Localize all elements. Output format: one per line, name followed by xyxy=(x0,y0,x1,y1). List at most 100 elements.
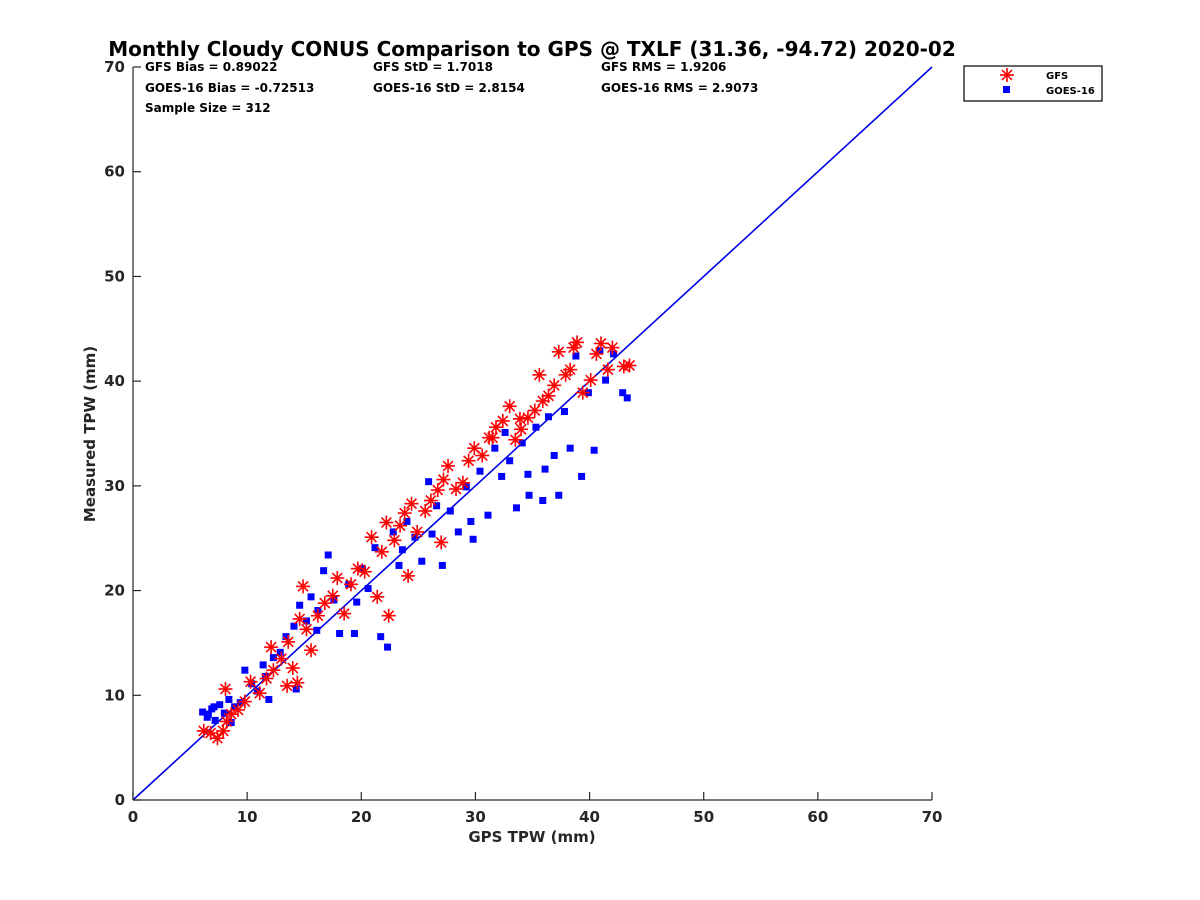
goes16-point xyxy=(227,719,235,727)
goes16-point xyxy=(525,491,533,499)
goes16-point xyxy=(532,423,540,431)
gfs-point xyxy=(357,564,372,579)
goes16-point xyxy=(541,465,549,473)
gfs-point xyxy=(436,472,451,487)
gfs-point xyxy=(264,640,279,655)
goes16-point xyxy=(330,596,338,604)
goes16-point xyxy=(236,699,244,707)
gfs-point xyxy=(485,430,500,445)
gfs-point xyxy=(304,643,319,658)
gfs-point xyxy=(583,373,598,388)
goes16-point xyxy=(290,622,298,630)
chart-title: Monthly Cloudy CONUS Comparison to GPS @… xyxy=(108,37,956,61)
gfs-point xyxy=(622,358,637,373)
y-ticks: 0 10 20 30 40 50 60 70 xyxy=(104,58,141,809)
gfs-point xyxy=(210,731,225,746)
goes16-point xyxy=(389,528,397,536)
gfs-point xyxy=(600,362,615,377)
goes16-point xyxy=(467,517,475,525)
gfs-point xyxy=(570,335,585,350)
gfs-point xyxy=(290,675,305,690)
goes16-point xyxy=(403,517,411,525)
goes16-point xyxy=(491,444,499,452)
goes16-point xyxy=(623,394,631,402)
stat-goes-std: GOES-16 StD = 2.8154 xyxy=(373,81,525,95)
gfs-point xyxy=(527,403,542,418)
goes16-point xyxy=(476,467,484,475)
gfs-point xyxy=(401,568,416,583)
goes16-point xyxy=(501,428,509,436)
gfs-point xyxy=(461,453,476,468)
gfs-point xyxy=(475,448,490,463)
goes16-point xyxy=(418,557,426,565)
goes16-point xyxy=(292,685,300,693)
goes16-point xyxy=(324,551,332,559)
goes16-point xyxy=(371,544,379,552)
stat-gfs-bias: GFS Bias = 0.89022 xyxy=(145,60,277,74)
gfs-point xyxy=(488,420,503,435)
x-tick-label: 70 xyxy=(922,808,943,826)
goes16-point xyxy=(199,708,207,716)
reference-line-group xyxy=(132,66,933,801)
legend-goes16-label: GOES-16 xyxy=(1046,86,1095,97)
gfs-point xyxy=(281,634,296,649)
y-tick-label: 70 xyxy=(104,58,125,76)
one-to-one-line xyxy=(132,66,933,801)
goes16-point xyxy=(269,654,277,662)
gfs-series xyxy=(196,335,637,746)
legend-gfs-label: GFS xyxy=(1046,71,1068,82)
goes16-point xyxy=(578,472,586,480)
goes16-point xyxy=(550,451,558,459)
axes: 0 10 20 30 40 50 60 70 0 10 20 30 40 50 60 70 xyxy=(104,58,942,826)
goes16-point xyxy=(446,507,454,515)
x-ticks: 0 10 20 30 40 50 60 70 xyxy=(128,792,943,826)
gfs-point xyxy=(231,702,246,717)
stat-goes-rms: GOES-16 RMS = 2.9073 xyxy=(601,81,758,95)
x-tick-label: 0 xyxy=(128,808,138,826)
gfs-point xyxy=(532,367,547,382)
legend-gfs-asterisk xyxy=(1000,68,1014,82)
goes16-point xyxy=(350,630,358,638)
goes16-point xyxy=(469,535,477,543)
gfs-point xyxy=(370,589,385,604)
goes16-point xyxy=(225,695,233,703)
goes16-point xyxy=(241,666,249,674)
goes16-point xyxy=(560,408,568,416)
goes16-point xyxy=(610,350,618,358)
gfs-point xyxy=(495,413,510,428)
y-tick-label: 50 xyxy=(104,267,125,285)
stat-sample-size: Sample Size = 312 xyxy=(145,101,271,115)
gfs-point xyxy=(393,518,408,533)
plot-area xyxy=(132,66,933,801)
goes16-point xyxy=(336,630,344,638)
goes16-series xyxy=(199,347,631,727)
x-tick-label: 20 xyxy=(351,808,372,826)
legend-goes16-marker xyxy=(1003,86,1010,93)
gfs-point xyxy=(387,533,402,548)
y-tick-label: 60 xyxy=(104,163,125,181)
goes16-point xyxy=(484,511,492,519)
gfs-point xyxy=(502,399,517,414)
goes16-point xyxy=(572,352,580,360)
gfs-point xyxy=(441,458,456,473)
stat-goes-bias: GOES-16 Bias = -0.72513 xyxy=(145,81,314,95)
gfs-point xyxy=(563,362,578,377)
gfs-point xyxy=(423,493,438,508)
gfs-point xyxy=(330,571,345,586)
goes16-point xyxy=(265,695,273,703)
gfs-point xyxy=(379,515,394,530)
stat-gfs-std: GFS StD = 1.7018 xyxy=(373,60,493,74)
x-tick-label: 10 xyxy=(237,808,258,826)
gfs-point xyxy=(374,544,389,559)
gfs-point xyxy=(218,682,233,697)
gfs-point xyxy=(410,524,425,539)
gfs-point xyxy=(292,611,307,626)
stats-block: GFS Bias = 0.89022 GFS StD = 1.7018 GFS … xyxy=(145,60,758,115)
gfs-point xyxy=(508,432,523,447)
goes16-point xyxy=(498,472,506,480)
goes16-point xyxy=(216,701,224,709)
y-tick-label: 20 xyxy=(104,582,125,600)
gfs-point xyxy=(397,506,412,521)
goes16-point xyxy=(211,716,219,724)
